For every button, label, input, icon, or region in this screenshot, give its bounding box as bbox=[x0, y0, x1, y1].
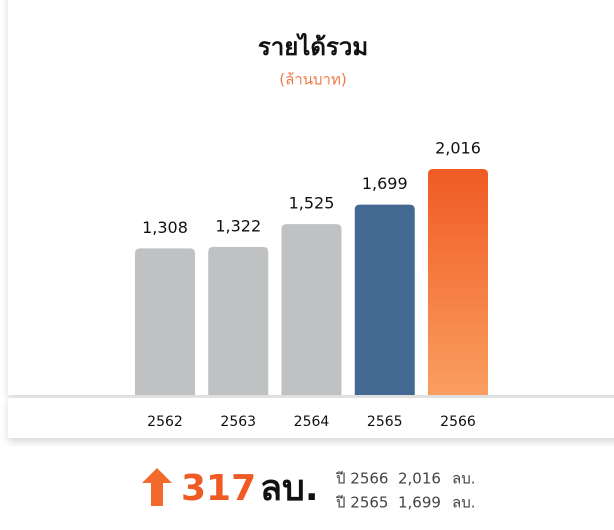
up-arrow bbox=[142, 468, 172, 506]
summary-year: ปี 2566 bbox=[335, 470, 388, 488]
x-tick-label: 2563 bbox=[220, 414, 256, 430]
chart-subtitle: (ล้านบาท) bbox=[279, 71, 346, 89]
summary-year: ปี 2565 bbox=[335, 494, 388, 512]
bar bbox=[281, 224, 342, 395]
x-tick-label: 2562 bbox=[147, 414, 183, 430]
change-unit: ลบ. bbox=[260, 468, 319, 509]
value-label: 1,699 bbox=[362, 174, 408, 193]
bar bbox=[354, 204, 415, 395]
value-label: 2,016 bbox=[435, 139, 481, 158]
x-tick-label: 2565 bbox=[367, 414, 403, 430]
x-tick-label: 2564 bbox=[294, 414, 330, 430]
bar bbox=[135, 248, 195, 395]
summary-unit: ลบ. bbox=[452, 494, 475, 512]
x-tick-label: 2566 bbox=[440, 414, 476, 430]
summary-unit: ลบ. bbox=[452, 470, 475, 488]
value-label: 1,308 bbox=[142, 218, 188, 237]
summary-value: 2,016 bbox=[398, 470, 441, 488]
value-label: 1,322 bbox=[215, 216, 261, 235]
bar bbox=[428, 169, 488, 395]
change-value: 317 bbox=[181, 468, 256, 509]
bar bbox=[208, 246, 269, 395]
value-label: 1,525 bbox=[289, 194, 335, 213]
axis-band bbox=[8, 398, 614, 438]
summary-value: 1,699 bbox=[398, 494, 441, 512]
chart-title: รายได้รวม bbox=[258, 32, 368, 61]
